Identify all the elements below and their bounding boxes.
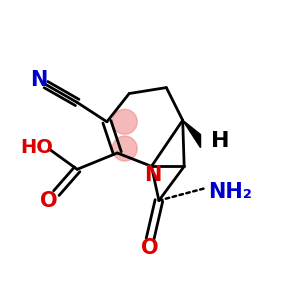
Text: N: N xyxy=(30,70,47,90)
Text: O: O xyxy=(40,190,58,211)
Text: N: N xyxy=(144,165,162,185)
Text: H: H xyxy=(211,131,229,151)
Text: HO: HO xyxy=(21,137,53,157)
Text: NH₂: NH₂ xyxy=(208,182,252,202)
Circle shape xyxy=(112,109,137,134)
Text: O: O xyxy=(141,238,159,258)
Polygon shape xyxy=(183,120,200,148)
Circle shape xyxy=(112,136,137,161)
